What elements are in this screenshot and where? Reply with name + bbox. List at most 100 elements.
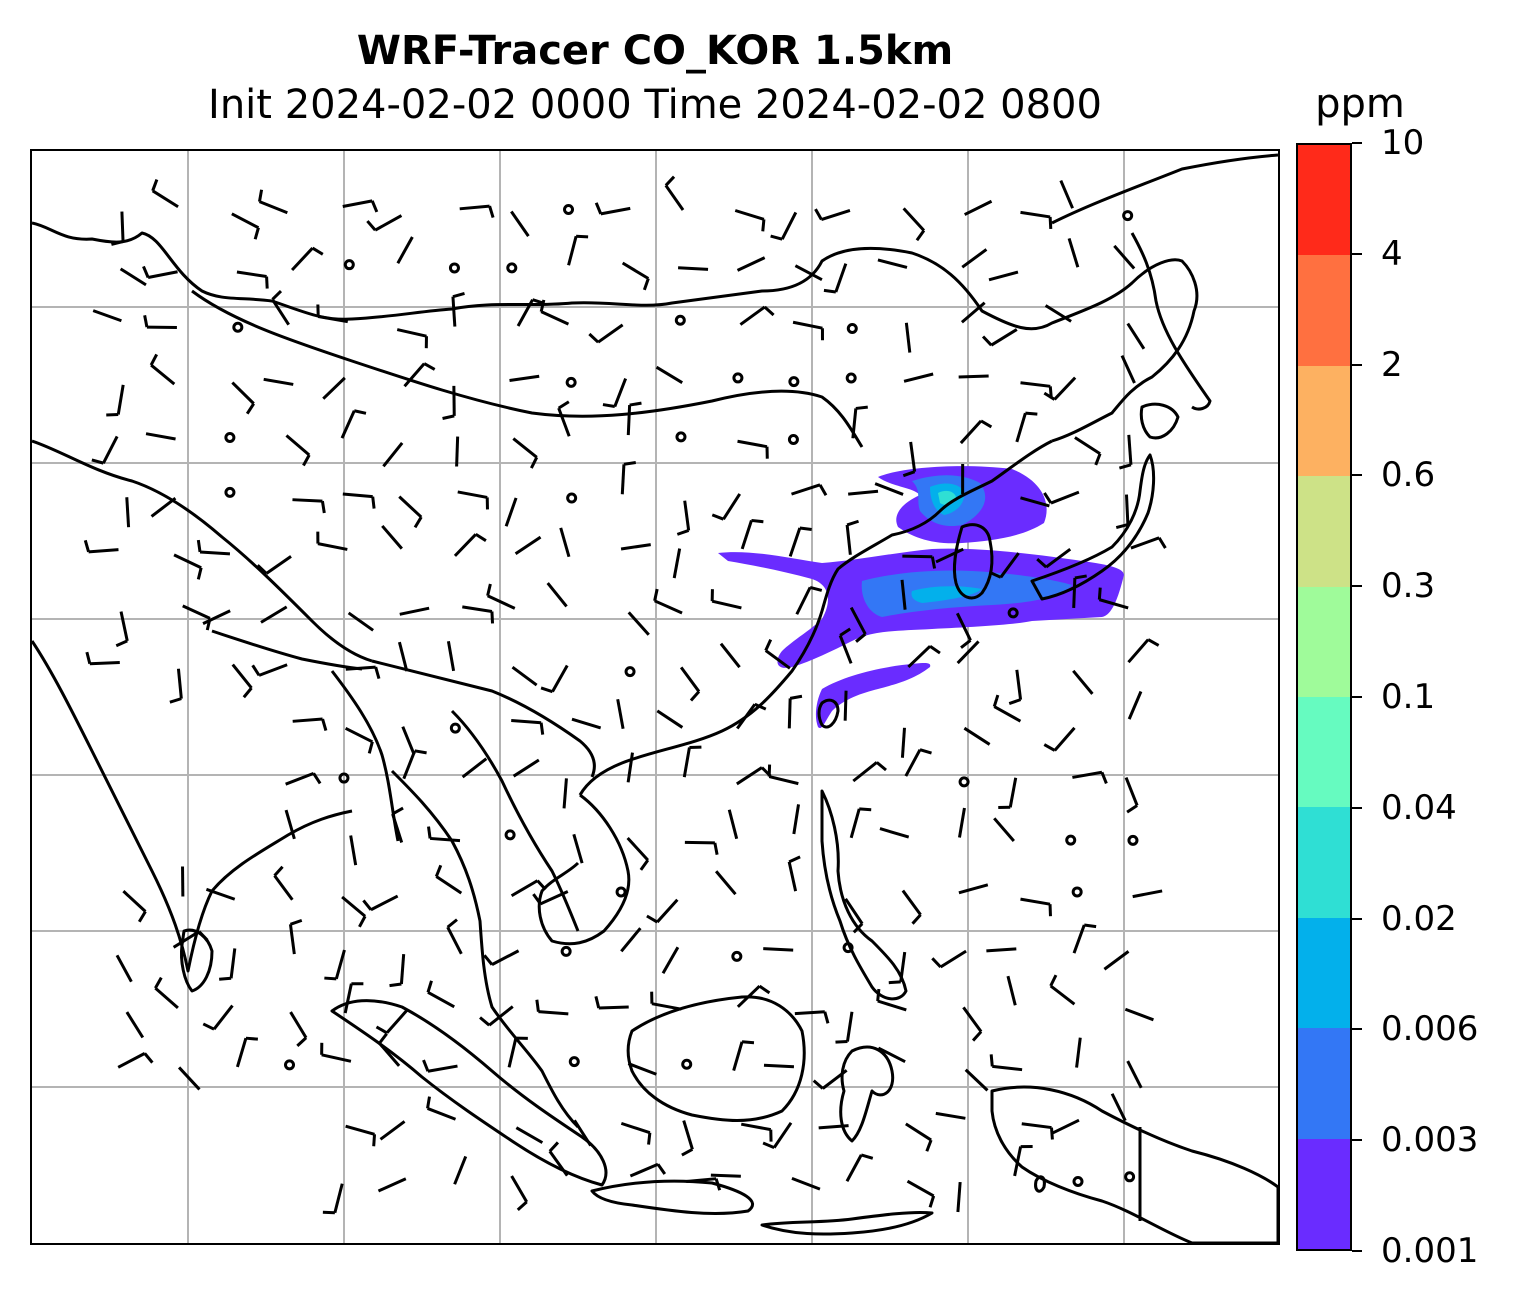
wind-barb	[762, 1121, 793, 1149]
calm-wind-circle	[284, 1059, 296, 1071]
wind-barb	[962, 1006, 983, 1042]
wind-barb	[620, 927, 642, 953]
calm-wind-circle	[566, 492, 578, 504]
colorbar-tick	[1352, 142, 1362, 144]
wind-barb	[763, 947, 794, 952]
wind-barb	[567, 234, 589, 266]
calm-wind-circle	[674, 314, 686, 326]
wind-barb	[572, 833, 584, 864]
borneo	[626, 995, 806, 1122]
calm-wind-circle	[448, 262, 460, 274]
wind-barb	[901, 889, 922, 925]
wind-barb	[1130, 536, 1167, 550]
wind-barb	[1043, 376, 1077, 401]
calm-wind-circle	[1124, 1171, 1136, 1183]
wind-barb	[196, 539, 231, 556]
colorbar-tick	[1352, 252, 1362, 255]
wind-barb	[986, 947, 1017, 953]
wind-barb	[904, 322, 912, 353]
colorbar-tick-label: 10	[1381, 123, 1425, 163]
calm-wind-circle	[732, 372, 744, 384]
colorbar-band	[1298, 255, 1350, 366]
wind-barb	[251, 663, 288, 677]
wind-barb	[1126, 322, 1146, 350]
wind-barb	[1020, 897, 1052, 917]
vietnam-coast	[537, 793, 631, 946]
wind-barb	[324, 949, 346, 981]
wind-barb	[92, 309, 122, 323]
wind-barb	[446, 918, 463, 955]
wind-barb	[151, 179, 179, 209]
wind-barb	[548, 1141, 569, 1177]
wind-barb	[907, 644, 941, 669]
wind-barb	[1020, 210, 1053, 229]
calm-wind-circle	[449, 722, 461, 734]
wind-barb	[740, 518, 764, 550]
wind-barb	[664, 175, 685, 211]
wind-barb	[1124, 777, 1139, 814]
wind-barb	[422, 1059, 458, 1073]
wind-barb	[1127, 690, 1143, 720]
wind-barb	[1072, 669, 1094, 695]
wind-barb	[955, 612, 972, 649]
wind-barb	[791, 483, 828, 497]
wind-barb	[906, 1179, 936, 1208]
wind-barb	[814, 208, 851, 221]
wind-barb	[1015, 411, 1038, 443]
wind-barb	[1118, 434, 1133, 470]
wind-barb	[852, 761, 887, 783]
wind-barb	[377, 1177, 407, 1193]
wind-barb	[739, 305, 775, 326]
wind-barb	[1021, 1122, 1054, 1140]
lesser-sunda	[760, 1210, 934, 1236]
calm-wind-circle	[624, 666, 636, 678]
wind-barb	[509, 374, 540, 383]
wind-barb	[710, 589, 742, 610]
border-myanmar	[330, 670, 400, 842]
wind-barb	[427, 826, 461, 843]
wind-barb	[629, 1162, 667, 1178]
wind-barb	[85, 651, 120, 666]
wind-barb	[402, 749, 427, 780]
wind-barb	[627, 611, 650, 636]
calm-wind-circle	[731, 950, 743, 962]
wind-barb	[763, 1063, 795, 1069]
wind-barb	[594, 202, 631, 216]
wind-barb	[316, 531, 348, 551]
wind-barb	[375, 1009, 408, 1035]
calm-wind-circle	[565, 376, 577, 388]
wind-barb	[818, 1124, 849, 1130]
wind-barb	[205, 887, 236, 901]
wind-barb	[710, 1173, 741, 1178]
wind-barb	[681, 1120, 694, 1157]
wind-barb	[453, 1155, 468, 1185]
wind-barb	[382, 441, 404, 468]
wind-barb	[935, 547, 964, 564]
wind-barb	[902, 207, 926, 242]
colorbar-band	[1298, 586, 1350, 697]
wind-barb	[173, 553, 203, 580]
wind-barb	[106, 384, 125, 417]
wind-barb	[737, 439, 769, 459]
wind-barb	[202, 1004, 234, 1031]
colorbar-tick-label: 0.006	[1381, 1009, 1479, 1050]
colorbar-tick	[1352, 696, 1362, 698]
wind-barb	[849, 606, 867, 643]
wind-barb	[504, 497, 518, 527]
wind-barb	[512, 437, 539, 469]
colorbar-band	[1298, 917, 1350, 1029]
wind-barb	[115, 954, 133, 983]
wind-barb	[956, 640, 980, 665]
wind-barb	[149, 353, 176, 386]
wind-barb	[900, 727, 906, 758]
china-coast	[578, 439, 1053, 796]
wind-barb	[479, 1005, 514, 1027]
sumatra	[330, 999, 608, 1187]
wind-barb	[843, 690, 848, 721]
wind-barb	[981, 328, 1018, 347]
wind-barb	[285, 434, 311, 467]
calm-wind-circle	[1007, 607, 1019, 619]
wind-barb	[177, 1066, 201, 1091]
wind-barb	[381, 524, 403, 550]
wind-barb	[661, 946, 680, 975]
